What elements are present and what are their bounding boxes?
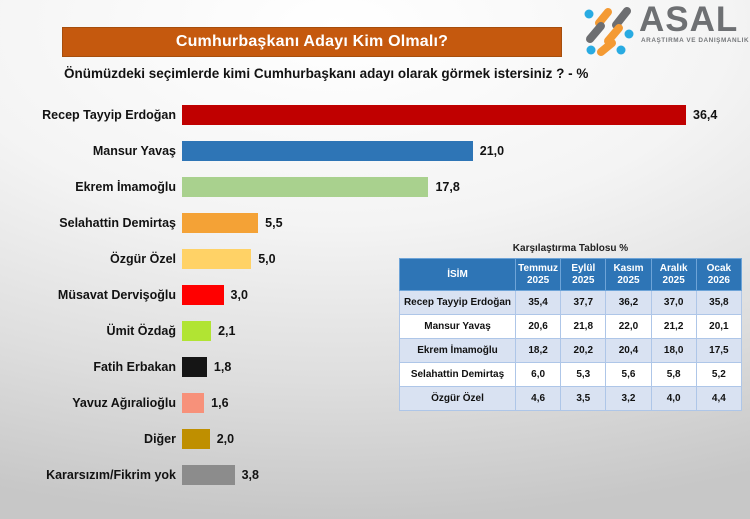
table-value-cell: 4,4 [695,386,743,411]
bar [182,429,210,449]
table-value-cell: 20,2 [560,338,607,363]
table-value-cell: 18,2 [514,338,562,363]
comparison-table: İSİM Temmuz 2025 Eylül 2025 Kasım 2025 Aralı… [399,258,743,411]
table-value-cell: 20,4 [605,338,652,363]
table-value-cell: 4,0 [650,386,697,411]
bar-category-label: Diğer [144,432,176,446]
logo-tagline: ARAŞTIRMA VE DANIŞMANLIK [641,37,750,45]
bar-row: Mansur Yavaş 21,0 [0,133,750,169]
bar-value-label: 3,0 [230,288,248,302]
table-name-cell: Özgür Özel [399,386,516,411]
table-row: Mansur Yavaş 20,6 21,8 22,0 21,2 20,1 [399,314,743,339]
bar-category-label: Kararsızım/Fikrim yok [46,468,176,482]
table-row: Ekrem İmamoğlu 18,2 20,2 20,4 18,0 17,5 [399,338,743,363]
table-value-cell: 17,5 [695,338,743,363]
table-name-cell: Selahattin Demirtaş [399,362,516,387]
bar-value-label: 3,8 [241,468,259,482]
bar-value-label: 1,8 [213,360,232,374]
asal-logo: ASAL ARAŞTIRMA VE DANIŞMANLIK [583,0,750,56]
page-title: Cumhurbaşkanı Adayı Kim Olmalı? [175,33,449,50]
bar-category-label: Müsavat Dervişoğlu [57,288,176,302]
table-header-cell: Eylül 2025 [560,258,607,291]
bar-row: Özgür Özel 5,0 [0,241,750,277]
table-value-cell: 6,0 [514,362,562,387]
bar-category-label: Yavuz Ağıralioğlu [72,396,176,410]
bar [182,141,473,161]
table-value-cell: 36,2 [605,290,652,315]
table-value-cell: 21,2 [650,314,697,339]
table-value-cell: 5,8 [650,362,697,387]
table-value-cell: 5,3 [560,362,607,387]
bar-row: Selahattin Demirtaş 5,5 [0,205,750,241]
table-row: Selahattin Demirtaş 6,0 5,3 5,6 5,8 5,2 [399,362,743,387]
bar-chart: Recep Tayyip Erdoğan 36,4 Mansur Yavaş 21,0… [0,97,750,493]
bar-row: Diğer 2,0 [0,421,750,457]
bar [182,393,205,413]
bar-value-label: 2,1 [218,324,236,338]
table-header-row: İSİM Temmuz 2025 Eylül 2025 Kasım 2025 Aralı… [399,258,743,291]
table-value-cell: 3,5 [560,386,607,411]
table-header-cell: Aralık 2025 [650,258,697,291]
bar-row: Yavuz Ağıralioğlu 1,6 [0,385,750,421]
table-value-cell: 5,2 [695,362,743,387]
table-name-cell: Mansur Yavaş [399,314,516,339]
bar [182,105,686,125]
title-banner: Cumhurbaşkanı Adayı Kim Olmalı? [62,27,562,57]
comparison-table-section: Karşılaştırma Tablosu % İSİM Temmuz 2025 E… [399,243,743,411]
table-value-cell: 21,8 [560,314,607,339]
asal-logo-icon [584,7,634,56]
bar-value-label: 2,0 [216,432,235,446]
table-header-cell: Ocak 2026 [695,258,743,291]
table-value-cell: 35,4 [514,290,562,315]
bar-row: Fatih Erbakan 1,8 [0,349,750,385]
table-value-cell: 37,0 [650,290,697,315]
bar [182,465,235,485]
table-value-cell: 4,6 [514,386,562,411]
bar-value-label: 36,4 [693,108,718,122]
survey-question: Önümüzdeki seçimlerde kimi Cumhurbaşkanı… [64,66,589,81]
bar-category-label: Ekrem İmamoğlu [75,180,176,194]
table-header-cell: Kasım 2025 [605,258,652,291]
bar [182,249,252,269]
table-header-cell: Temmuz 2025 [514,258,562,291]
table-value-cell: 20,6 [514,314,562,339]
comparison-table-title: Karşılaştırma Tablosu % [512,243,629,254]
bar-value-label: 5,0 [258,252,276,266]
bar-value-label: 1,6 [211,396,229,410]
bar-row: Ekrem İmamoğlu 17,8 [0,169,750,205]
bar-category-label: Fatih Erbakan [93,360,176,374]
table-header-cell: İSİM [399,258,516,291]
table-name-cell: Ekrem İmamoğlu [399,338,516,363]
table-value-cell: 5,6 [605,362,652,387]
bar-category-label: Özgür Özel [110,252,176,266]
bar-category-label: Ümit Özdağ [106,324,176,338]
bar-category-label: Mansur Yavaş [92,144,176,158]
table-value-cell: 35,8 [695,290,743,315]
table-value-cell: 3,2 [605,386,652,411]
table-value-cell: 37,7 [560,290,607,315]
bar-row: Kararsızım/Fikrim yok 3,8 [0,457,750,493]
bar-row: Müsavat Dervişoğlu 3,0 [0,277,750,313]
bar-row: Recep Tayyip Erdoğan 36,4 [0,97,750,133]
bar-category-label: Selahattin Demirtaş [59,216,176,230]
table-row: Özgür Özel 4,6 3,5 3,2 4,0 4,4 [399,386,743,411]
bar-value-label: 17,8 [435,180,460,194]
bar [182,177,429,197]
table-value-cell: 20,1 [695,314,743,339]
logo-wordmark: ASAL [639,0,739,39]
table-value-cell: 22,0 [605,314,652,339]
table-name-cell: Recep Tayyip Erdoğan [399,290,516,315]
bar [182,357,207,377]
bar-row: Ümit Özdağ 2,1 [0,313,750,349]
bar-category-label: Recep Tayyip Erdoğan [42,108,176,122]
bar [182,321,212,341]
bar-value-label: 5,5 [265,216,283,230]
asal-logo-text: ASAL ARAŞTIRMA VE DANIŞMANLIK [639,0,750,45]
table-value-cell: 18,0 [650,338,697,363]
bar [182,285,224,305]
bar [182,213,259,233]
table-row: Recep Tayyip Erdoğan 35,4 37,7 36,2 37,0 35,8 [399,290,743,315]
bar-value-label: 21,0 [479,144,505,158]
